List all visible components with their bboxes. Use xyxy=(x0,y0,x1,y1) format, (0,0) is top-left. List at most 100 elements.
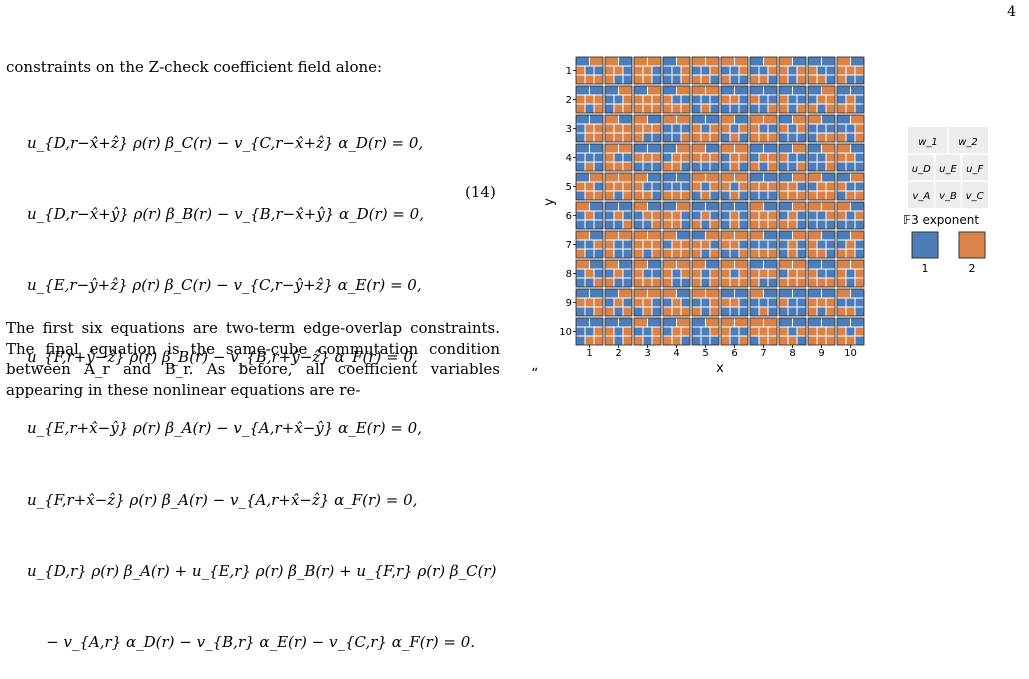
tile-cell xyxy=(692,173,706,182)
tile-cell xyxy=(576,289,590,298)
tile-cell xyxy=(808,211,817,220)
tile-cell xyxy=(663,289,677,298)
tile-cell xyxy=(647,202,661,211)
tile-cell xyxy=(850,202,864,211)
tile-cell xyxy=(585,191,594,200)
tile-cell xyxy=(594,220,603,229)
tile-cell xyxy=(750,115,764,124)
tile xyxy=(633,317,662,346)
tile-cell xyxy=(676,144,690,153)
tile-cell xyxy=(837,260,851,269)
tile-cell xyxy=(768,104,777,113)
tile xyxy=(604,230,633,259)
tile-cell xyxy=(797,336,806,345)
tile-cell xyxy=(594,153,603,162)
tile-cell xyxy=(797,327,806,336)
tile-cell xyxy=(692,133,701,142)
tile xyxy=(749,201,778,230)
tile xyxy=(691,230,720,259)
equation-line: u_{D,r} ρ(r) β_A(r) + u_{E,r} ρ(r) β_B(r… xyxy=(27,561,497,580)
tile-cell xyxy=(614,220,623,229)
tile-cell xyxy=(846,278,855,287)
tile-cell xyxy=(634,318,648,327)
tile-border xyxy=(691,172,720,201)
tile-cell xyxy=(759,182,768,191)
tile-cell xyxy=(855,220,864,229)
tile-cell xyxy=(692,104,701,113)
tile-cell xyxy=(850,86,864,95)
tile-cell xyxy=(734,57,748,66)
tile-cell xyxy=(576,298,585,307)
tile-cell xyxy=(826,95,835,104)
tile-cell xyxy=(739,336,748,345)
tile xyxy=(749,114,778,143)
tile xyxy=(633,143,662,172)
tile-border xyxy=(749,143,778,172)
tile-border xyxy=(749,114,778,143)
y-tick-label: 3 xyxy=(566,124,572,135)
tile-cell xyxy=(779,153,788,162)
tile-cell xyxy=(692,202,706,211)
tile-cell xyxy=(855,278,864,287)
tile-cell xyxy=(647,260,661,269)
tile-cell xyxy=(797,220,806,229)
tile-border xyxy=(749,172,778,201)
tile-cell xyxy=(594,240,603,249)
tile-cell xyxy=(739,307,748,316)
tile xyxy=(604,172,633,201)
tile-cell xyxy=(643,153,652,162)
tile xyxy=(662,85,691,114)
tile-cell xyxy=(652,307,661,316)
tile-cell xyxy=(681,75,690,84)
intro-line: constraints on the Z-check coefficient f… xyxy=(6,58,383,76)
tile-cell xyxy=(643,240,652,249)
tile-border xyxy=(778,143,807,172)
tile xyxy=(575,201,604,230)
tile-border xyxy=(720,143,749,172)
tile-cell xyxy=(788,66,797,75)
tile-cell xyxy=(768,162,777,171)
tile-cell xyxy=(759,278,768,287)
tile-cell xyxy=(739,104,748,113)
tile-cell xyxy=(779,278,788,287)
tile-cell xyxy=(692,153,701,162)
x-tick-label: 10 xyxy=(844,348,857,359)
tile-cell xyxy=(605,173,619,182)
y-tick-label: 5 xyxy=(566,182,572,193)
tile xyxy=(575,230,604,259)
tile-border xyxy=(778,201,807,230)
tile-border xyxy=(662,259,691,288)
tile-border xyxy=(604,56,633,85)
tile-cell xyxy=(846,298,855,307)
tile-cell xyxy=(826,104,835,113)
tile-cell xyxy=(855,66,864,75)
tile-border xyxy=(662,172,691,201)
tile-cell xyxy=(594,75,603,84)
y-tick-label: 2 xyxy=(566,95,572,106)
tile-cell xyxy=(837,307,846,316)
tile-cell xyxy=(721,182,730,191)
tile-cell xyxy=(623,269,632,278)
tile-cell xyxy=(739,133,748,142)
tile-cell xyxy=(710,327,719,336)
tile-cell xyxy=(837,231,851,240)
tile-cell xyxy=(779,298,788,307)
tile-cell xyxy=(585,336,594,345)
tile-grid xyxy=(575,56,865,346)
tile-cell xyxy=(643,124,652,133)
tile-border xyxy=(836,172,865,201)
tile-border xyxy=(836,230,865,259)
tile xyxy=(836,317,865,346)
tile-cell xyxy=(855,182,864,191)
tile-cell xyxy=(589,202,603,211)
tile-cell xyxy=(846,327,855,336)
tile-cell xyxy=(605,269,614,278)
tile-cell xyxy=(730,133,739,142)
tile xyxy=(662,172,691,201)
y-tick-label: 10 xyxy=(559,327,572,338)
tile xyxy=(807,288,836,317)
tile-cell xyxy=(788,240,797,249)
tile-border xyxy=(691,288,720,317)
tile-cell xyxy=(681,249,690,258)
tile-cell xyxy=(576,162,585,171)
